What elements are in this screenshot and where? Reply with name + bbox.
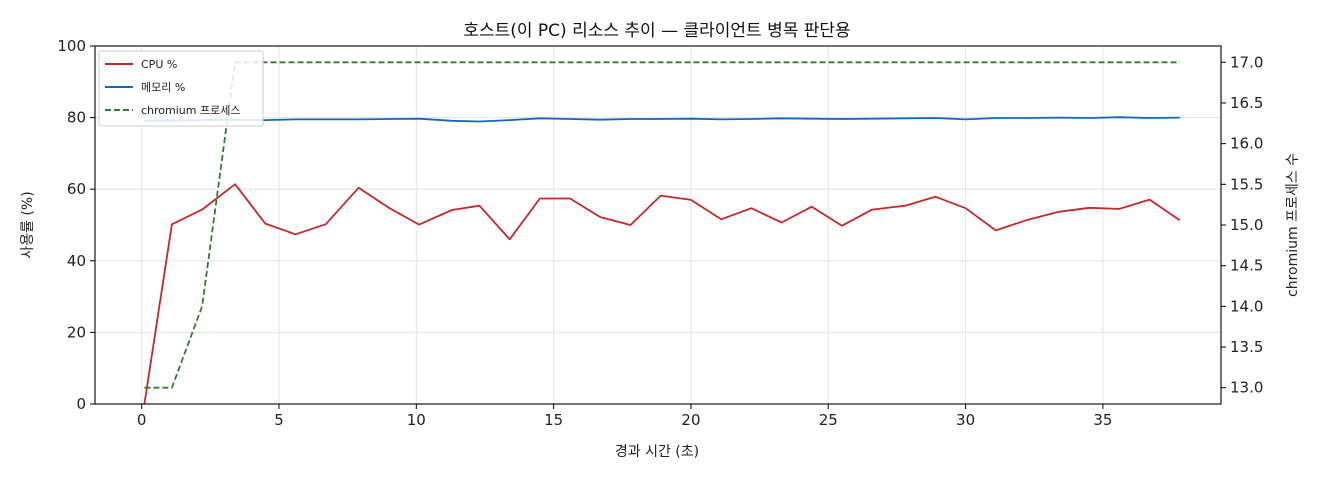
- y2-tick-label: 13.5: [1230, 338, 1263, 356]
- y2-tick-label: 16.0: [1230, 135, 1263, 153]
- y2-tick-label: 14.0: [1230, 297, 1263, 315]
- x-tick-label: 25: [819, 411, 838, 429]
- x-tick-label: 10: [407, 411, 426, 429]
- y2-axis-title: chromium 프로세스 수: [1285, 153, 1301, 297]
- x-axis-title: 경과 시간 (초): [615, 444, 699, 460]
- x-tick-label: 30: [956, 411, 975, 429]
- y2-tick-label: 15.5: [1230, 175, 1263, 193]
- x-tick-label: 5: [274, 411, 284, 429]
- y-tick-label: 60: [67, 180, 86, 198]
- cpu-series-line: [143, 183, 1181, 405]
- y-axis-title: 사용률 (%): [20, 191, 36, 258]
- chart-title: 호스트(이 PC) 리소스 추이 — 클라이언트 병목 판단용: [463, 21, 850, 41]
- y2-tick-label: 13.0: [1230, 379, 1263, 397]
- axes-layer: 0 5 10 15 20 25 30 35 0 20 40 60 80 100 13.0 13.5 14.0 14…: [57, 37, 1263, 429]
- y-tick-label: 40: [67, 252, 86, 270]
- y-tick-label: 0: [76, 395, 86, 413]
- legend-label-chromium: chromium 프로세스: [141, 104, 240, 117]
- y2-tick-label: 14.5: [1230, 257, 1263, 275]
- y-tick-label: 80: [67, 109, 86, 127]
- x-tick-label: 20: [681, 411, 700, 429]
- legend-box: [98, 50, 264, 127]
- x-tick-label: 35: [1093, 411, 1112, 429]
- legend-label-memory: 메모리 %: [141, 81, 185, 94]
- legend: CPU % 메모리 % chromium 프로세스: [98, 50, 264, 127]
- y2-tick-label: 16.5: [1230, 94, 1263, 112]
- series-layer: [143, 61, 1181, 405]
- memory-series-line: [144, 116, 1180, 123]
- x-tick-label: 0: [137, 411, 147, 429]
- y-tick-label: 100: [57, 37, 86, 55]
- x-tick-label: 15: [544, 411, 563, 429]
- y2-tick-label: 17.0: [1230, 53, 1263, 71]
- y2-tick-label: 15.0: [1230, 216, 1263, 234]
- chromium-series-line: [144, 61, 1180, 389]
- y-tick-label: 20: [67, 323, 86, 341]
- legend-label-cpu: CPU %: [141, 58, 177, 71]
